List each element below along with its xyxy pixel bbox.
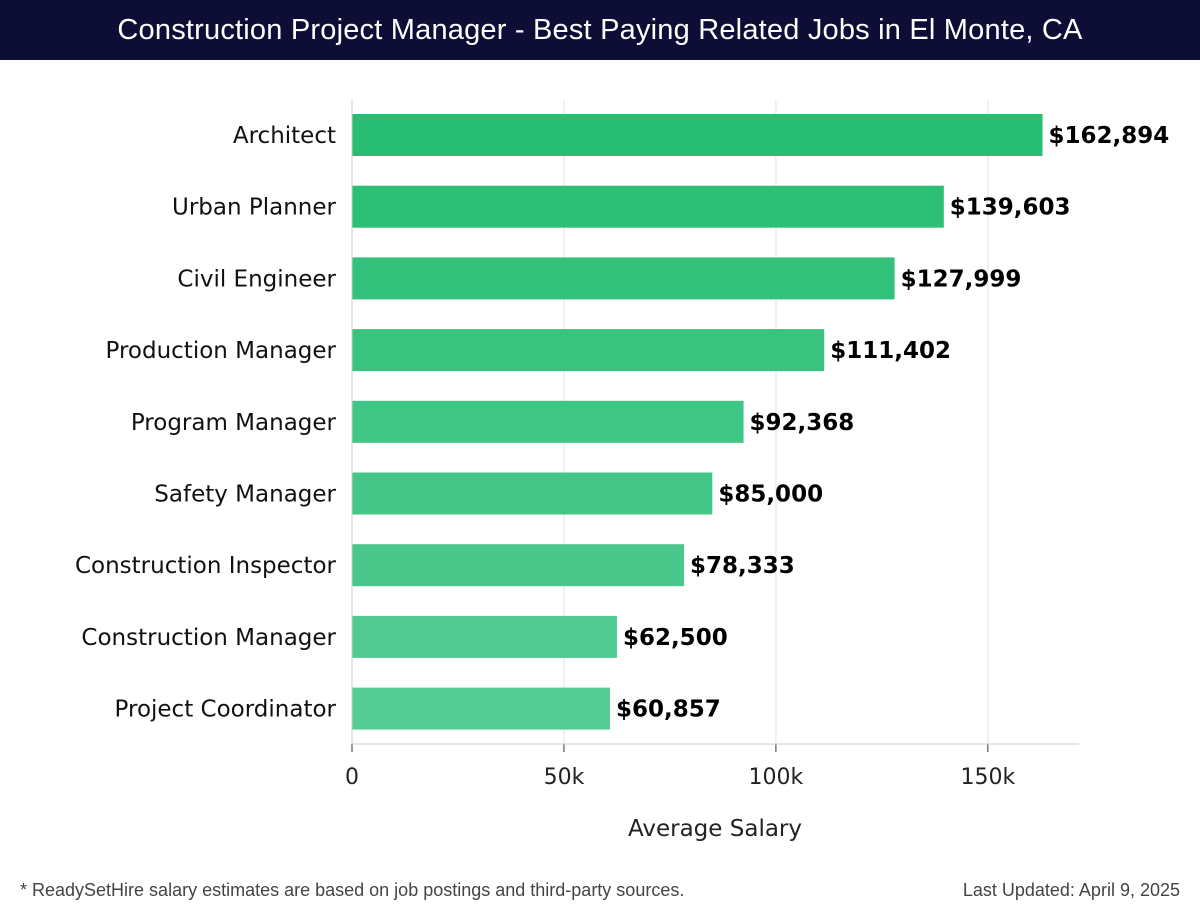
x-tick-label: 50k — [544, 765, 585, 790]
bar — [352, 185, 944, 228]
value-label: $78,333 — [690, 553, 795, 579]
bar — [352, 472, 713, 515]
x-tick-label: 150k — [960, 765, 1015, 790]
bar — [352, 687, 610, 730]
bar — [352, 114, 1043, 156]
bar — [352, 400, 744, 443]
value-label: $85,000 — [718, 482, 823, 508]
x-tick-label: 100k — [749, 765, 804, 790]
category-label: Civil Engineer — [177, 266, 336, 292]
x-tick-label: 0 — [345, 765, 359, 790]
value-label: $127,999 — [901, 266, 1022, 292]
axes: 0 50k 100k 150k Architect Urban Planner Civil … — [75, 100, 1079, 790]
x-axis-title: Average Salary — [628, 816, 802, 842]
value-label: $62,500 — [623, 625, 728, 651]
category-label: Project Coordinator — [115, 697, 337, 723]
category-label: Construction Inspector — [75, 553, 337, 579]
value-label: $92,368 — [750, 410, 855, 436]
footer-last-updated: Last Updated: April 9, 2025 — [962, 880, 1180, 900]
value-label: $162,894 — [1049, 123, 1170, 149]
value-label: $111,402 — [830, 338, 951, 364]
value-label: $139,603 — [950, 195, 1071, 221]
chart-title: Construction Project Manager - Best Payi… — [0, 0, 1200, 60]
bar — [352, 544, 685, 587]
category-label: Urban Planner — [172, 195, 337, 221]
bar — [352, 329, 825, 372]
category-label: Safety Manager — [154, 482, 336, 508]
bar — [352, 615, 617, 658]
category-label: Architect — [233, 123, 336, 149]
bar — [352, 257, 895, 300]
category-label: Construction Manager — [81, 625, 336, 651]
value-label: $60,857 — [616, 697, 721, 723]
salary-bar-chart: $162,894 $139,603 $127,999 $111,402 $92,368 $… — [75, 100, 1169, 842]
bars: $162,894 $139,603 $127,999 $111,402 $92,368 $… — [352, 114, 1169, 730]
category-label: Program Manager — [131, 410, 337, 436]
footer-note: * ReadySetHire salary estimates are base… — [20, 880, 685, 900]
category-label: Production Manager — [106, 338, 337, 364]
